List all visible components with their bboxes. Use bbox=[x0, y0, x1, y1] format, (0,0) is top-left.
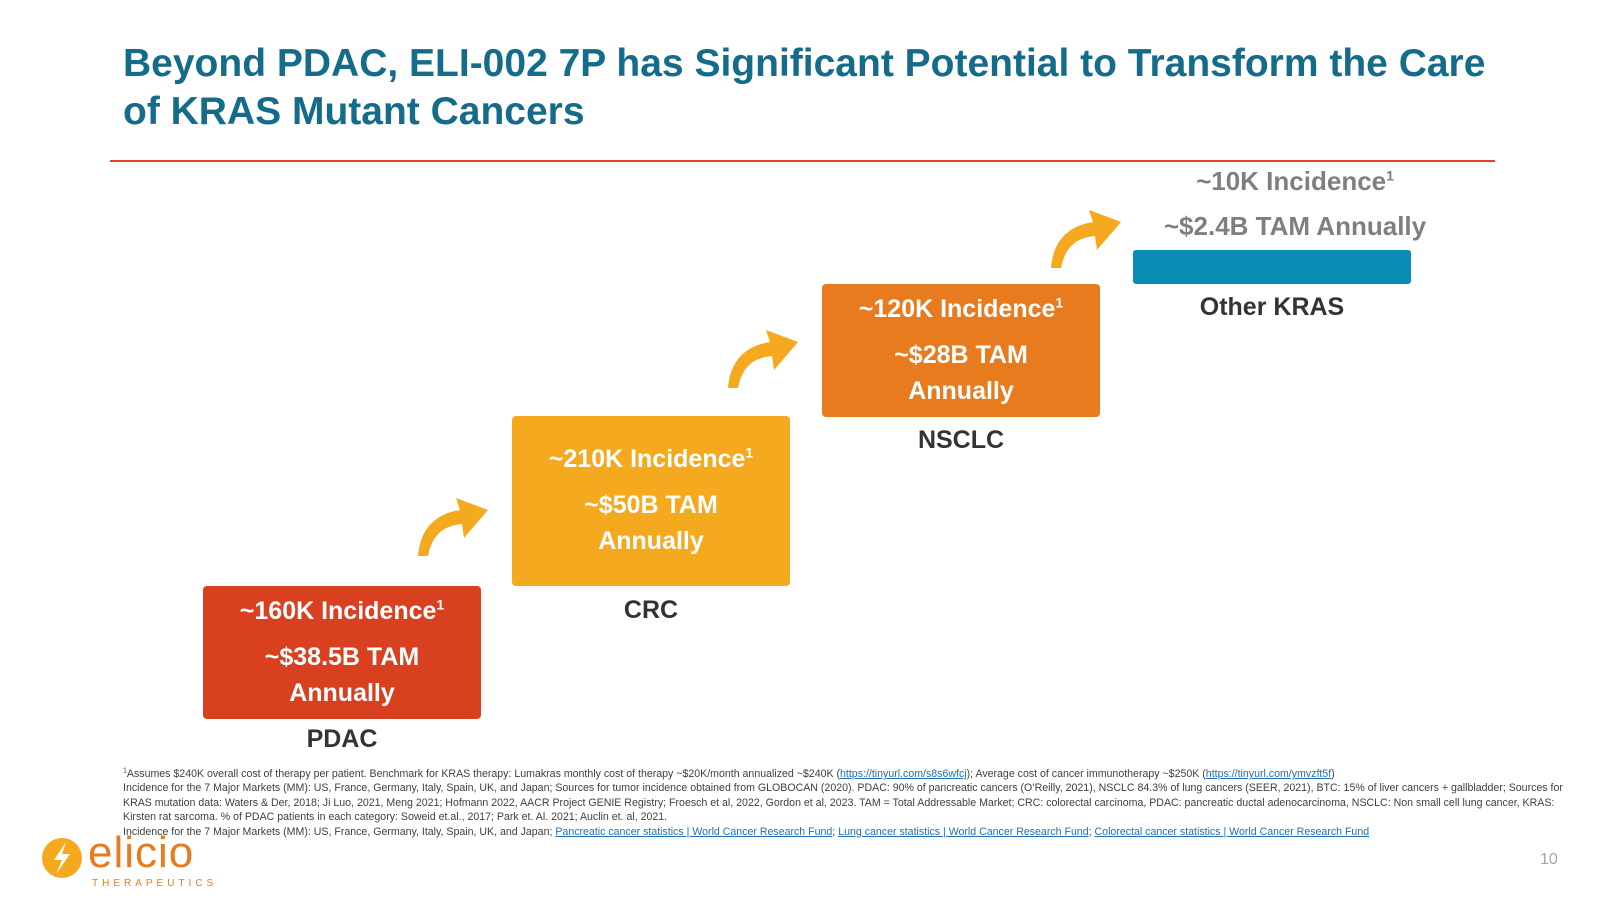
footnote-link-pancreatic[interactable]: Pancreatic cancer statistics | World Can… bbox=[555, 825, 833, 838]
crc-box: ~210K Incidence1 ~$50B TAM Annually bbox=[512, 416, 790, 586]
logo-wordmark: elicio bbox=[88, 828, 195, 877]
title-divider bbox=[110, 160, 1495, 162]
crc-label: CRC bbox=[623, 596, 679, 624]
footnote: 1Assumes $240K overall cost of therapy p… bbox=[123, 767, 1573, 839]
crc-tam: ~$50B TAM Annually bbox=[584, 491, 718, 555]
elicio-logo-mark-icon bbox=[42, 838, 82, 878]
pdac-box: ~160K Incidence1 ~$38.5B TAM Annually bbox=[203, 586, 481, 719]
curved-arrow-icon bbox=[728, 330, 798, 388]
crc-incidence: ~210K Incidence1 bbox=[548, 444, 754, 473]
curved-arrow-icon bbox=[418, 498, 488, 556]
nsclc-tam: ~$28B TAM Annually bbox=[894, 340, 1028, 405]
footnote-link-colorectal[interactable]: Colorectal cancer statistics | World Can… bbox=[1094, 825, 1370, 838]
other-kras-incidence: ~10K Incidence1 bbox=[1196, 166, 1394, 196]
other-kras-label: Other KRAS bbox=[1199, 293, 1345, 321]
page-number: 10 bbox=[1540, 851, 1558, 868]
footnote-link-2[interactable]: https://tinyurl.com/ymvzft5f bbox=[1205, 768, 1332, 780]
nsclc-label: NSCLC bbox=[917, 426, 1005, 454]
footnote-para-2: Incidence for the 7 Major Markets (MM): … bbox=[123, 782, 1563, 824]
other-kras-bar bbox=[1133, 250, 1411, 284]
pdac-tam: ~$38.5B TAM Annually bbox=[264, 642, 420, 707]
footnote-line-1: 1Assumes $240K overall cost of therapy p… bbox=[123, 767, 1335, 780]
footnote-link-lung[interactable]: Lung cancer statistics | World Cancer Re… bbox=[838, 825, 1089, 838]
nsclc-incidence: ~120K Incidence1 bbox=[858, 294, 1064, 323]
curved-arrow-icon bbox=[1051, 210, 1121, 268]
slide-title: Beyond PDAC, ELI-002 7P has Significant … bbox=[123, 42, 1486, 133]
pdac-incidence: ~160K Incidence1 bbox=[239, 596, 445, 625]
footnote-link-1[interactable]: https://tinyurl.com/s8s6wfcj bbox=[840, 768, 967, 780]
footnote-para-3: Incidence for the 7 Major Markets (MM): … bbox=[123, 825, 1370, 838]
logo-subtitle: THERAPEUTICS bbox=[92, 878, 218, 889]
pdac-label: PDAC bbox=[306, 725, 378, 753]
nsclc-box: ~120K Incidence1 ~$28B TAM Annually bbox=[822, 284, 1100, 417]
other-kras-tam: ~$2.4B TAM Annually bbox=[1163, 211, 1427, 241]
